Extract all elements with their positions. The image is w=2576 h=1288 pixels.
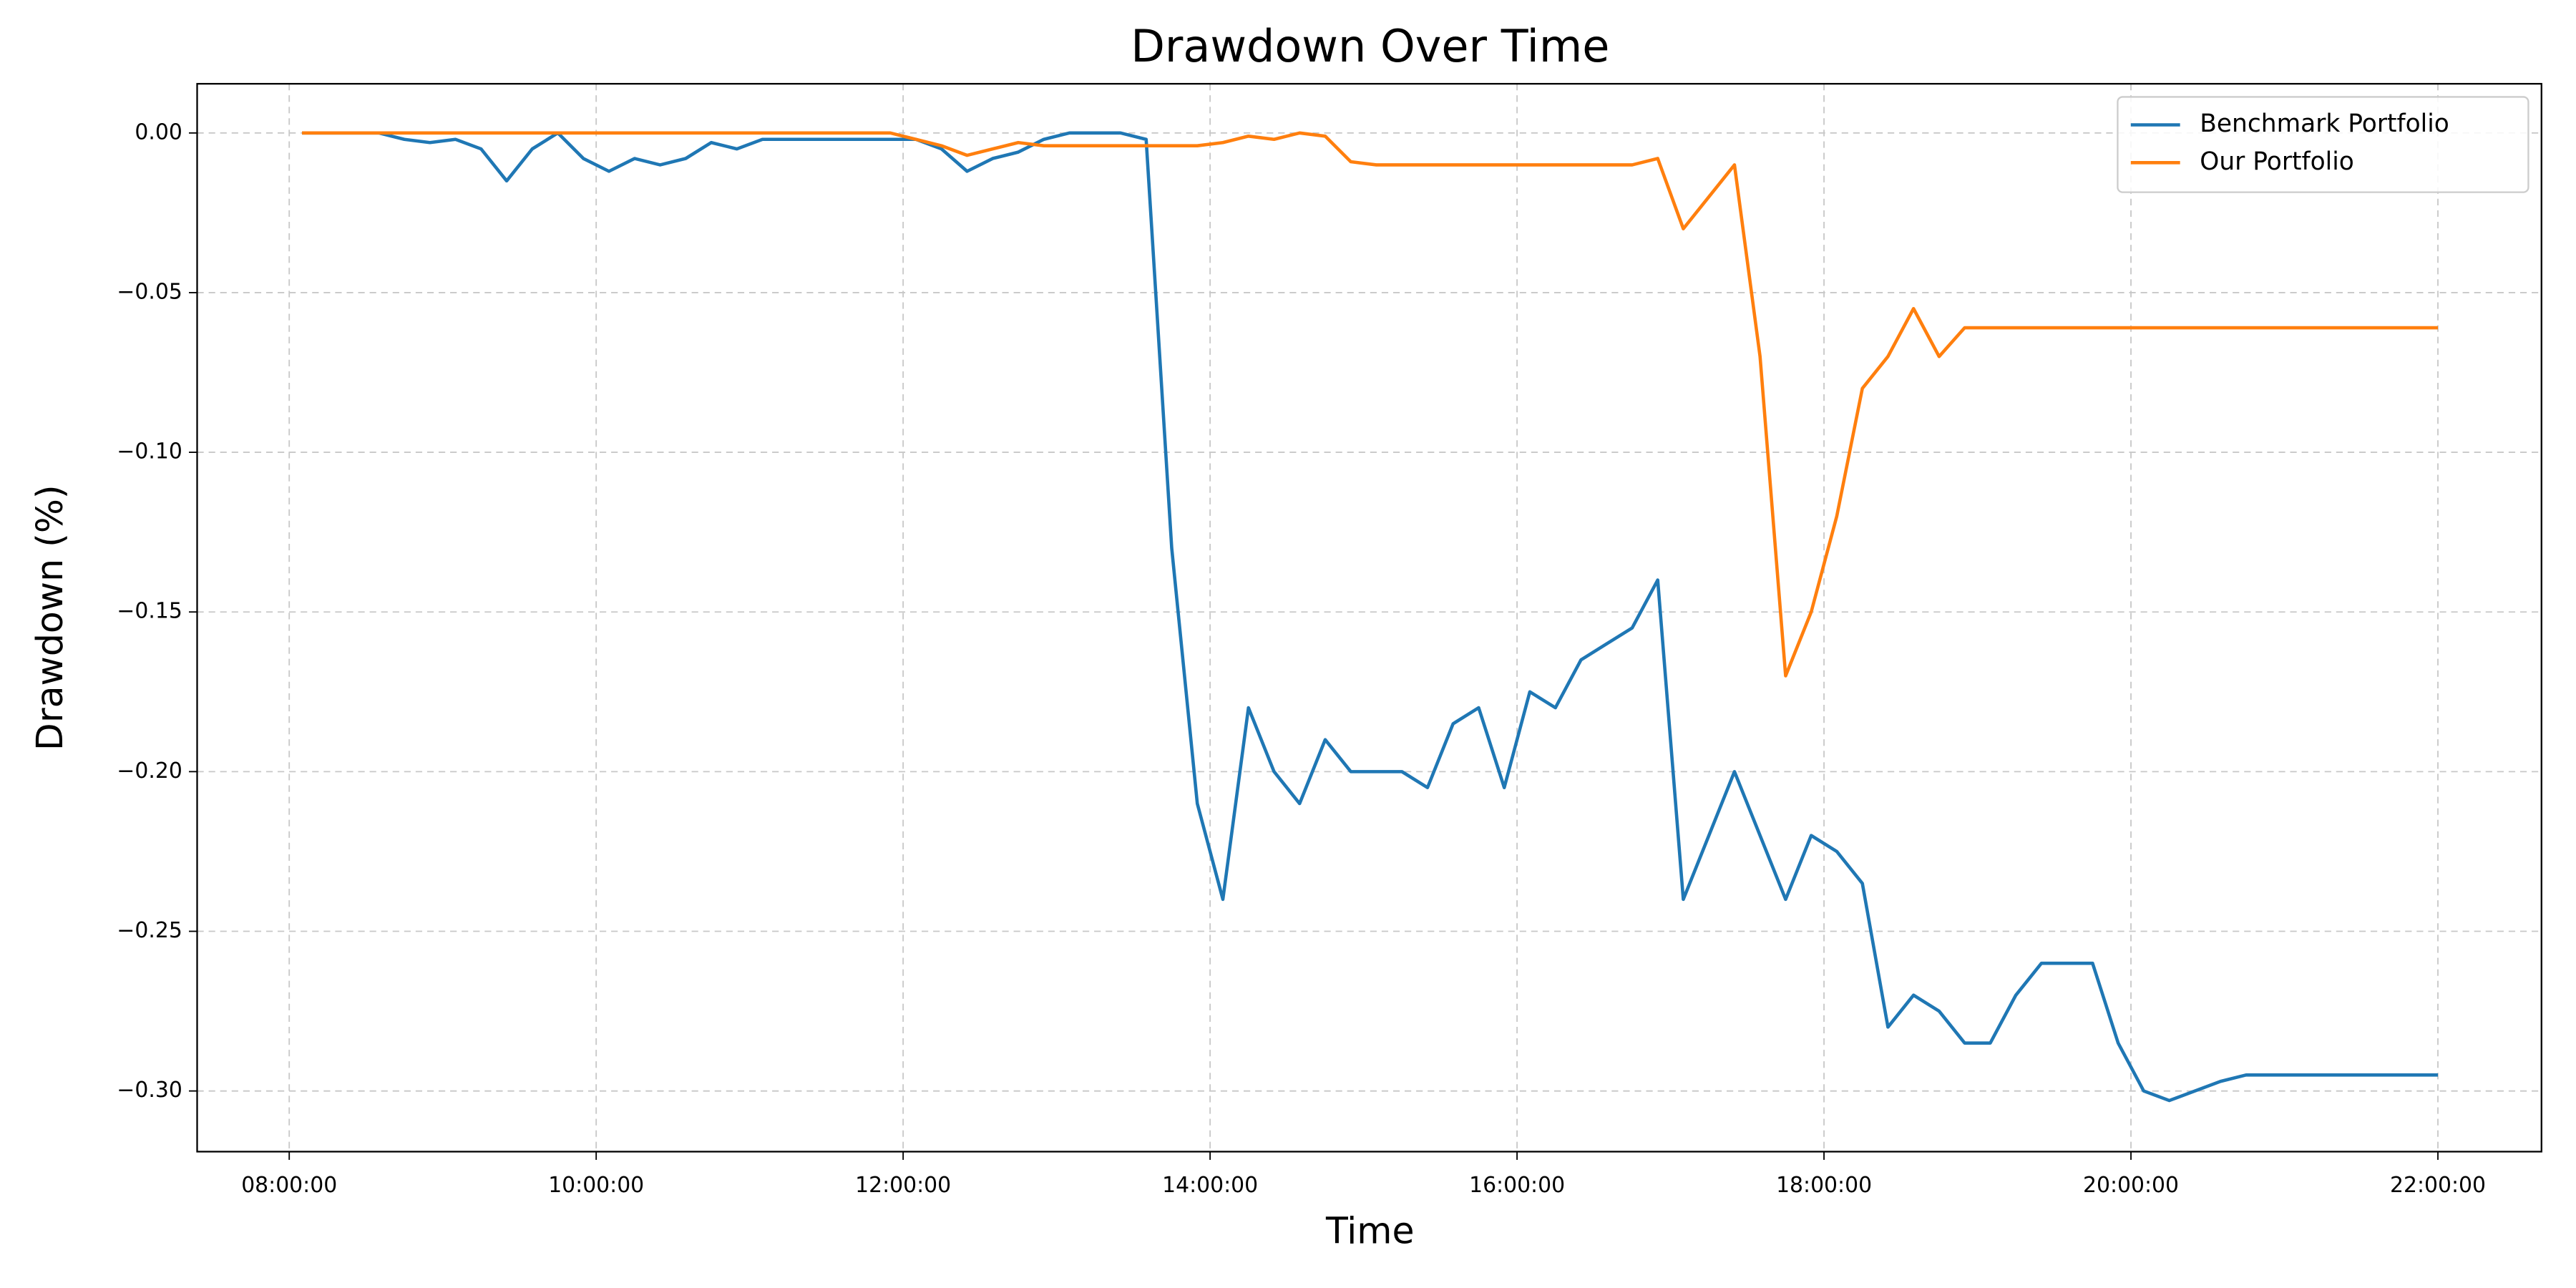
x-tick-label: 16:00:00	[1469, 1173, 1565, 1198]
legend-label: Benchmark Portfolio	[2200, 109, 2449, 138]
x-tick-label: 12:00:00	[855, 1173, 951, 1198]
x-tick-label: 20:00:00	[2083, 1173, 2179, 1198]
x-tick-label: 14:00:00	[1162, 1173, 1258, 1198]
x-tick-label: 08:00:00	[241, 1173, 337, 1198]
x-tick-label: 22:00:00	[2390, 1173, 2486, 1198]
y-tick-label: −0.05	[117, 279, 182, 304]
y-tick-label: 0.00	[135, 119, 182, 145]
y-tick-label: −0.25	[117, 918, 182, 943]
legend: Benchmark Portfolio Our Portfolio	[2117, 96, 2529, 193]
grid	[197, 84, 2542, 1152]
y-tick-label: −0.10	[117, 439, 182, 464]
x-axis-label: Time	[1325, 1210, 1415, 1252]
y-tick-label: −0.30	[117, 1078, 182, 1103]
y-axis-label: Drawdown (%)	[29, 484, 71, 751]
chart-title: Drawdown Over Time	[1131, 20, 1609, 72]
y-tick-label: −0.15	[117, 599, 182, 624]
legend-box	[2117, 96, 2529, 193]
x-tick-label: 18:00:00	[1776, 1173, 1872, 1198]
y-tick-label: −0.20	[117, 758, 182, 784]
series-line	[302, 131, 2439, 1103]
axes-frame	[196, 82, 2542, 1153]
series-line	[302, 131, 2439, 678]
legend-label: Our Portfolio	[2200, 147, 2354, 176]
x-tick-label: 10:00:00	[548, 1173, 644, 1198]
